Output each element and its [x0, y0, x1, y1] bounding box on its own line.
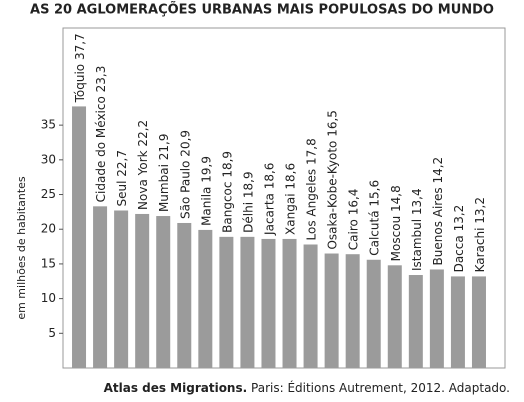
bar-label: Seul 22,7: [115, 150, 129, 207]
category-label: Jacarta: [262, 193, 276, 236]
bar-label: Manila 19,9: [199, 156, 213, 226]
source-title: Atlas des Migrations.: [104, 381, 248, 395]
bar: [471, 276, 486, 368]
bar: [345, 254, 360, 368]
bar-label: Calcutá 15,6: [367, 180, 381, 256]
bar: [198, 229, 213, 368]
value-label: 16,5: [325, 110, 339, 137]
bar-label: São Paulo 20,9: [178, 130, 192, 219]
bar: [177, 222, 192, 368]
bar-label: Los Angeles 17,8: [304, 138, 318, 240]
bar-label: Bangcoc 18,9: [220, 151, 234, 233]
category-label: Seul: [115, 181, 129, 207]
bar: [282, 238, 297, 368]
category-label: Karachi: [472, 228, 486, 273]
bar: [72, 106, 87, 368]
y-tick-label: 5: [48, 326, 56, 340]
bar-label: Buenos Aires 14,2: [430, 157, 444, 266]
bar: [240, 236, 255, 368]
value-label: 16,4: [346, 189, 360, 216]
value-label: 22,7: [115, 150, 129, 177]
bar: [450, 276, 465, 368]
category-label: Buenos Aires: [430, 187, 444, 265]
bar: [261, 238, 276, 368]
bar: [303, 244, 318, 368]
y-tick-label: 35: [41, 118, 56, 132]
bar-label: Karachi 13,2: [472, 197, 486, 272]
value-label: 18,6: [283, 163, 297, 190]
chart-title: AS 20 AGLOMERAÇÕES URBANAS MAIS POPULOSA…: [30, 2, 494, 18]
bar-label: Mumbai 21,9: [157, 134, 171, 213]
bar-label: Istambul 13,4: [409, 188, 423, 271]
value-label: 21,9: [157, 134, 171, 161]
value-label: 14,2: [430, 157, 444, 184]
value-label: 17,8: [304, 138, 318, 165]
y-tick-label: 20: [41, 222, 56, 236]
source: Atlas des Migrations. Paris: Éditions Au…: [104, 380, 510, 395]
bar: [408, 275, 423, 368]
category-label: São Paulo: [178, 161, 192, 219]
y-axis-label: em milhões de habitantes: [15, 176, 28, 320]
bar: [93, 206, 108, 368]
bar-label: Délhi 18,9: [241, 171, 255, 232]
bar-label: Tóquio 37,7: [73, 33, 87, 103]
value-label: 20,9: [178, 130, 192, 157]
category-label: Moscou: [388, 216, 402, 262]
category-label: Mumbai: [157, 164, 171, 212]
value-label: 18,6: [262, 163, 276, 190]
bar: [156, 216, 171, 368]
bar: [366, 259, 381, 368]
value-label: 37,7: [73, 33, 87, 60]
value-label: 18,9: [241, 171, 255, 198]
value-label: 19,9: [199, 156, 213, 183]
value-label: 18,9: [220, 151, 234, 178]
value-label: 23,3: [94, 66, 108, 93]
value-label: 15,6: [367, 180, 381, 207]
category-label: Dacca: [451, 235, 465, 272]
category-label: Calcutá: [367, 210, 381, 255]
y-tick-label: 10: [41, 291, 56, 305]
category-label: Nova York: [136, 150, 150, 210]
category-label: Manila: [199, 187, 213, 226]
category-label: Istambul: [409, 219, 423, 271]
category-label: Xangai: [283, 193, 297, 234]
value-label: 13,2: [451, 205, 465, 232]
bar: [429, 269, 444, 368]
bar-label: Jacarta 18,6: [262, 163, 276, 236]
category-label: Délhi: [241, 202, 255, 233]
category-label: Bangcoc: [220, 181, 234, 232]
category-label: Cidade do México: [94, 96, 108, 202]
y-tick-label: 15: [41, 256, 56, 270]
source-text: Paris: Éditions Autrement, 2012. Adaptad…: [251, 380, 510, 395]
value-label: 13,2: [472, 197, 486, 224]
category-label: Osaka-Kobe-Kyoto: [325, 141, 339, 250]
bar: [324, 253, 339, 368]
bar-label: Moscou 14,8: [388, 185, 402, 261]
bar-label: Dacca 13,2: [451, 205, 465, 273]
bar-label: Cidade do México 23,3: [94, 66, 108, 203]
bar: [135, 213, 150, 368]
y-tick-label: 30: [41, 152, 56, 166]
category-label: Los Angeles: [304, 169, 318, 241]
bar-label: Nova York 22,2: [136, 120, 150, 210]
bar-label: Cairo 16,4: [346, 189, 360, 251]
category-label: Tóquio: [73, 64, 87, 104]
category-label: Cairo: [346, 219, 360, 250]
bar: [219, 236, 234, 368]
value-label: 14,8: [388, 185, 402, 212]
bar-label: Osaka-Kobe-Kyoto 16,5: [325, 110, 339, 249]
bar: [114, 210, 129, 368]
y-tick-label: 25: [41, 187, 56, 201]
value-label: 13,4: [409, 188, 423, 215]
bar-label: Xangai 18,6: [283, 163, 297, 235]
value-label: 22,2: [136, 120, 150, 147]
bar: [387, 265, 402, 368]
